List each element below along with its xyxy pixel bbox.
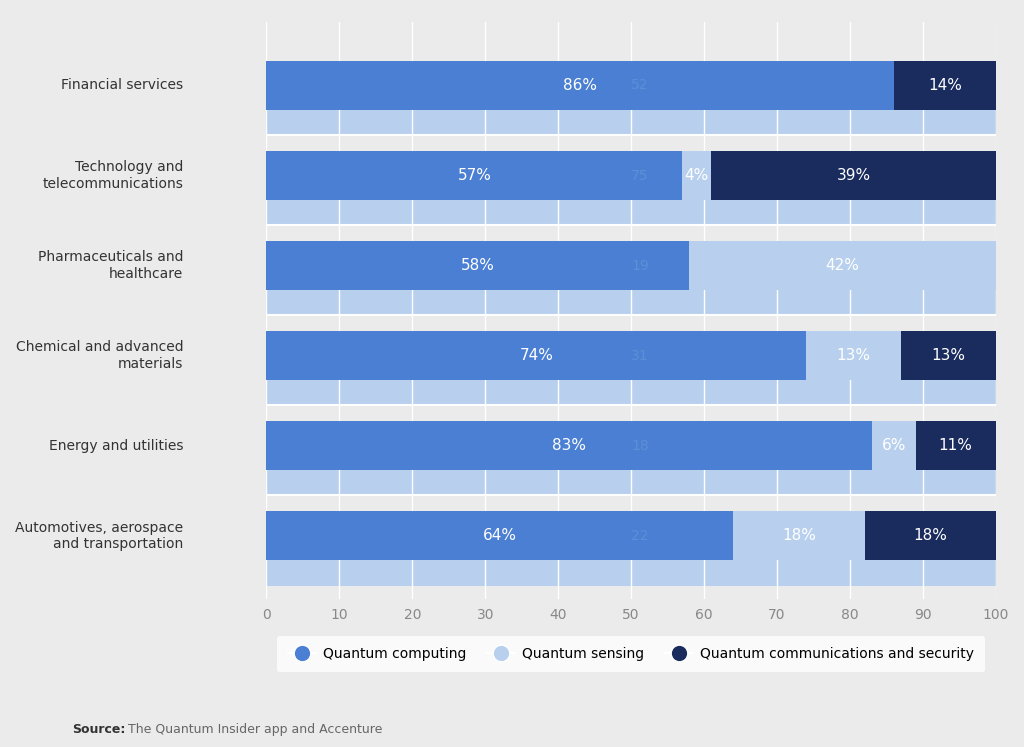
Text: 57%: 57% <box>458 168 492 183</box>
Text: 22: 22 <box>631 529 648 542</box>
Bar <box>712 151 995 200</box>
Bar <box>733 511 864 560</box>
Bar <box>266 241 689 291</box>
Bar <box>682 151 712 200</box>
Bar <box>266 428 995 495</box>
Text: 6%: 6% <box>882 438 906 453</box>
Text: 83%: 83% <box>552 438 586 453</box>
Text: The Quantum Insider app and Accenture: The Quantum Insider app and Accenture <box>128 723 382 736</box>
Text: 11%: 11% <box>939 438 973 453</box>
Bar <box>864 511 995 560</box>
Text: Source:: Source: <box>72 723 125 736</box>
Bar <box>266 511 733 560</box>
Bar <box>266 331 806 380</box>
Text: 13%: 13% <box>932 348 966 363</box>
Bar <box>266 68 995 135</box>
Bar <box>689 241 995 291</box>
Text: 18%: 18% <box>782 528 816 543</box>
Text: 39%: 39% <box>837 168 870 183</box>
Text: 86%: 86% <box>563 78 597 93</box>
Bar <box>266 421 871 471</box>
Bar <box>806 331 901 380</box>
Text: 75: 75 <box>631 169 648 182</box>
Text: 18%: 18% <box>913 528 947 543</box>
Bar <box>266 158 995 226</box>
Bar <box>901 331 995 380</box>
Bar <box>266 61 894 111</box>
Bar <box>266 518 995 586</box>
Text: 13%: 13% <box>837 348 870 363</box>
Text: 18: 18 <box>631 438 649 453</box>
Text: 58%: 58% <box>461 258 495 273</box>
Legend: Quantum computing, Quantum sensing, Quantum communications and security: Quantum computing, Quantum sensing, Quan… <box>278 636 985 672</box>
Bar <box>266 151 682 200</box>
Text: 31: 31 <box>631 349 649 362</box>
Bar <box>894 61 995 111</box>
Bar <box>915 421 995 471</box>
Bar <box>871 421 915 471</box>
Text: 52: 52 <box>631 78 648 93</box>
Text: 64%: 64% <box>483 528 517 543</box>
Text: 42%: 42% <box>825 258 859 273</box>
Text: 14%: 14% <box>928 78 962 93</box>
Text: 74%: 74% <box>519 348 553 363</box>
Bar <box>266 248 995 315</box>
Bar <box>266 338 995 406</box>
Text: 19: 19 <box>631 258 649 273</box>
Text: 4%: 4% <box>685 168 709 183</box>
